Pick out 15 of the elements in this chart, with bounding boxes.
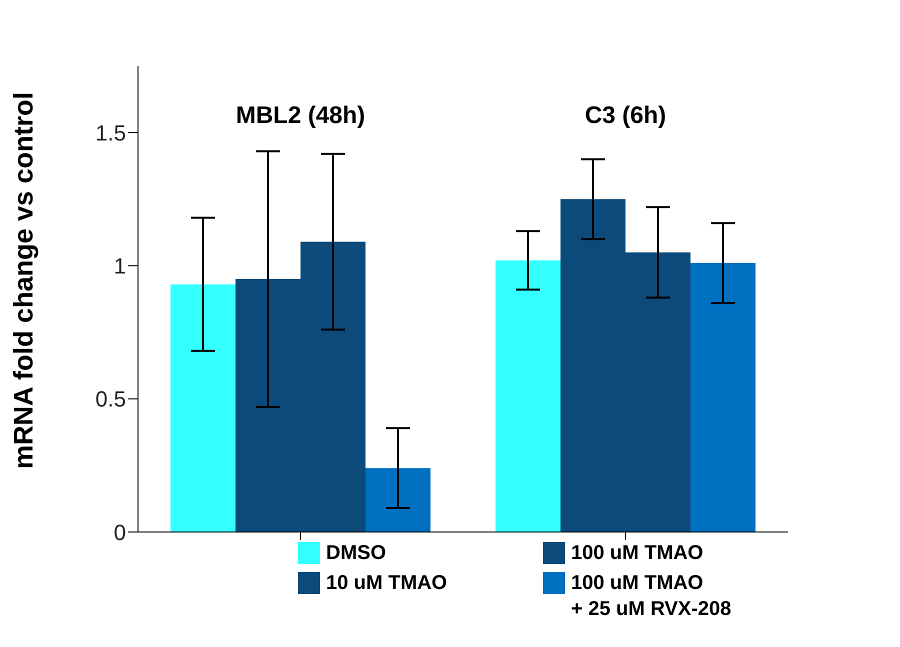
y-tick-label: 0.5 xyxy=(95,386,126,412)
bar xyxy=(690,263,756,532)
x-tick-label: C3 (6h) xyxy=(584,102,666,129)
y-tick-label: 1 xyxy=(114,254,126,279)
legend-label: 100 uM TMAO xyxy=(571,541,704,566)
legend-label: 100 uM TMAO + 25 uM RVX-208 xyxy=(571,571,732,622)
y-tick-label: 0 xyxy=(114,520,126,545)
legend-label: 10 uM TMAO xyxy=(326,571,448,596)
y-axis-title: mRNA fold change vs control xyxy=(8,92,39,469)
x-tick-label: MBL2 (48h) xyxy=(236,102,366,129)
bar xyxy=(496,260,560,532)
bar xyxy=(366,468,430,532)
y-tick-label: 1.5 xyxy=(95,120,126,146)
bar xyxy=(170,284,236,532)
legend-label: DMSO xyxy=(326,541,386,566)
